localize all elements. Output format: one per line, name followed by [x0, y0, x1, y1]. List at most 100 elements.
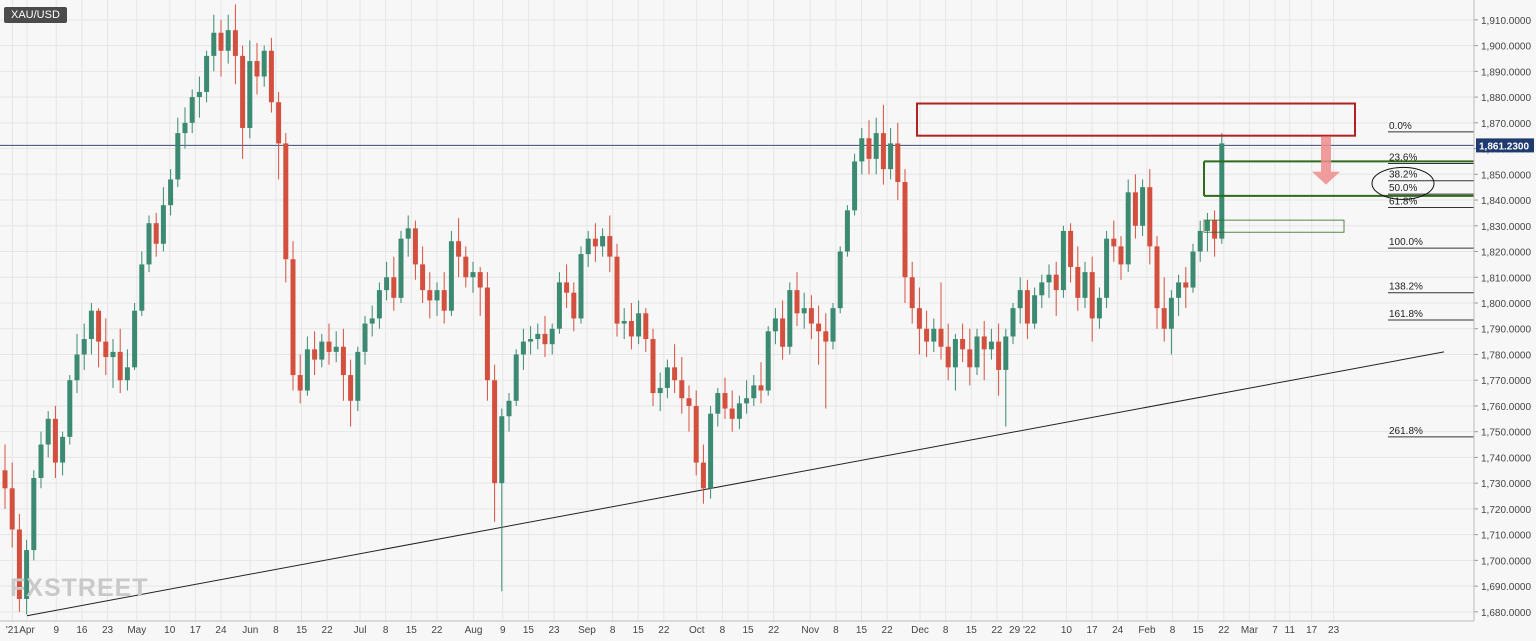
- fib-level-label: 0.0%: [1389, 121, 1412, 132]
- candle-body: [117, 351, 123, 381]
- candle-body: [765, 331, 771, 391]
- x-tick-label: Dec: [911, 625, 929, 636]
- candle-body: [672, 367, 678, 381]
- y-tick-label: 1,800.0000: [1481, 299, 1531, 310]
- candle-body: [643, 313, 649, 340]
- candle-body: [1003, 336, 1009, 370]
- candle-body: [196, 91, 202, 98]
- candle-body: [254, 61, 260, 77]
- candle-body: [844, 210, 850, 252]
- x-tick-label: 15: [1193, 625, 1205, 636]
- x-tick-label: Mar: [1241, 625, 1259, 636]
- candle-body: [1104, 238, 1110, 298]
- candle-body: [636, 313, 642, 337]
- y-tick-label: 1,910.0000: [1481, 16, 1531, 27]
- candle-body: [556, 282, 562, 329]
- resistance-box[interactable]: [916, 102, 1356, 137]
- x-tick-label: 23: [102, 625, 114, 636]
- candle-body: [693, 405, 699, 463]
- symbol-badge: XAU/USD: [4, 7, 67, 23]
- candle-body: [895, 143, 901, 183]
- y-tick-label: 1,840.0000: [1481, 196, 1531, 207]
- x-tick-label: 10: [164, 625, 176, 636]
- x-tick-label: 22: [768, 625, 780, 636]
- candle-body: [952, 339, 958, 368]
- candle-body: [441, 290, 447, 311]
- x-tick-label: 10: [1061, 625, 1073, 636]
- x-tick-label: 17: [190, 625, 202, 636]
- support-trendline[interactable]: [26, 351, 1445, 617]
- x-tick-label: 22: [991, 625, 1003, 636]
- candle-body: [931, 328, 937, 342]
- candle-body: [1168, 297, 1174, 329]
- candle-body: [664, 367, 670, 388]
- x-tick-label: 9: [500, 625, 506, 636]
- candle-body: [830, 308, 836, 342]
- watermark-logo: FXSTREET: [10, 574, 149, 602]
- candle-body: [909, 277, 915, 309]
- x-tick-label: 24: [215, 625, 227, 636]
- x-tick-label: 15: [742, 625, 754, 636]
- candle-body: [139, 264, 145, 311]
- x-tick-label: '21: [6, 625, 19, 636]
- x-tick-label: Oct: [689, 625, 705, 636]
- candle-body: [571, 292, 577, 319]
- candle-body: [866, 138, 872, 159]
- fib-level-label: 161.8%: [1389, 309, 1423, 320]
- candle-body: [81, 339, 87, 355]
- x-tick-label: 23: [1328, 625, 1340, 636]
- candle-body: [585, 238, 591, 255]
- candle-body: [1017, 290, 1023, 309]
- y-tick-label: 1,890.0000: [1481, 67, 1531, 78]
- candle-body: [88, 310, 94, 340]
- candle-body: [592, 238, 598, 247]
- candle-body: [1060, 230, 1066, 291]
- candle-body: [578, 254, 584, 319]
- candle-body: [146, 223, 152, 265]
- candle-body: [981, 336, 987, 350]
- candle-body: [787, 290, 793, 347]
- candle-body: [888, 143, 894, 170]
- y-tick-label: 1,830.0000: [1481, 222, 1531, 233]
- y-tick-label: 1,880.0000: [1481, 93, 1531, 104]
- candle-body: [1176, 282, 1182, 298]
- x-tick-label: 15: [406, 625, 418, 636]
- x-tick-label: Jun: [242, 625, 258, 636]
- candle-body: [1024, 290, 1030, 324]
- candle-body: [204, 55, 210, 92]
- x-tick-label: 22: [658, 625, 670, 636]
- candle-body: [326, 341, 332, 352]
- candle-body: [1082, 272, 1088, 298]
- candle-body: [513, 354, 519, 401]
- x-tick-label: 8: [833, 625, 839, 636]
- candle-body: [808, 308, 814, 324]
- candle-body: [96, 310, 102, 342]
- candle-body: [384, 277, 390, 291]
- candle-body: [614, 256, 620, 324]
- y-tick-label: 1,730.0000: [1481, 479, 1531, 490]
- y-tick-label: 1,870.0000: [1481, 119, 1531, 130]
- candle-body: [700, 462, 706, 489]
- candle-body: [506, 400, 512, 417]
- candle-body: [362, 323, 368, 352]
- consolidation-box[interactable]: [1203, 219, 1345, 233]
- fib-level-label: 38.2%: [1389, 170, 1417, 181]
- candle-body: [492, 380, 498, 484]
- candle-body: [686, 398, 692, 406]
- candle-body: [319, 341, 325, 360]
- candle-body: [290, 259, 296, 376]
- candle-body: [1197, 230, 1203, 252]
- y-tick-label: 1,820.0000: [1481, 248, 1531, 259]
- candle-body: [261, 50, 267, 77]
- candle-body: [398, 238, 404, 298]
- candle-body: [24, 550, 30, 599]
- candle-body: [110, 351, 116, 358]
- candle-body: [412, 228, 418, 265]
- candle-body: [520, 341, 526, 355]
- candle-body: [1147, 187, 1153, 247]
- x-tick-label: 23: [548, 625, 560, 636]
- candle-body: [67, 380, 73, 437]
- candle-body: [902, 182, 908, 278]
